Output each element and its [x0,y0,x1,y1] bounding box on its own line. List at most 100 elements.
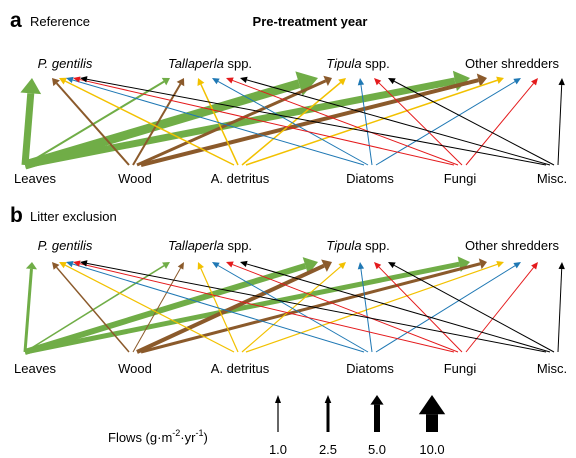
legend-title-part: Flows (g·m [108,430,172,445]
flow-arrow [378,82,463,166]
arrow-head [374,78,382,86]
arrow-head [73,260,81,267]
legend-superscript: -1 [195,428,203,438]
arrow-head [338,78,346,86]
panel-letter: b [10,204,23,227]
flow-arrow [393,80,555,166]
flow-arrow [24,261,460,355]
source-label: Fungi [444,171,477,186]
consumer-label: Tipula spp. [326,238,389,253]
source-label: Fungi [444,361,477,376]
arrow-head [321,259,332,272]
panel-title: Pre-treatment year [253,14,368,29]
flow-arrow [136,263,325,354]
arrow-head [52,262,60,270]
arrow-head [212,78,220,85]
flow-arrow [557,84,563,166]
arrow-head [323,75,332,86]
consumer-suffix: spp. [224,238,252,253]
flow-arrow [200,268,239,353]
arrow-head [197,262,204,270]
consumer-label: P. gentilis [38,56,93,71]
consumer-genus: Tallaperla [168,238,224,253]
consumer-suffix: spp. [362,238,390,253]
arrow-head [20,78,42,95]
legend-value: 1.0 [269,442,287,457]
legend-title-part: ·yr [180,430,196,445]
flow-arrow [246,79,551,166]
source-label: Wood [118,361,152,376]
panel-letter: a [10,9,22,32]
flow-arrow [21,93,35,166]
arrow-head [496,261,504,268]
flow-arrow [79,263,455,353]
flow-arrow [23,79,301,170]
arrow-head [226,261,234,268]
legend-arrow-head [324,395,332,403]
source-label: A. detritus [211,361,270,376]
flow-arrow [241,81,342,166]
legend-value: 10.0 [419,442,444,457]
arrow-head [374,262,382,270]
arrow-head [80,76,88,83]
arrow-head [59,77,67,85]
flow-arrow [200,84,239,166]
consumer-genus: P. gentilis [38,238,93,253]
arrow-head [476,73,487,87]
flow-arrow [378,266,463,353]
flow-arrow [72,79,365,166]
flow-arrow [55,82,130,166]
flow-arrow [24,77,456,169]
arrow-head [338,262,346,270]
consumer-genus: Tipula [326,238,361,253]
panel-label: Litter exclusion [30,209,117,224]
legend-arrow-head [418,395,446,415]
consumer-suffix: Other shredders [465,238,559,253]
arrow-head [66,260,74,268]
flow-arrow [64,80,235,166]
flow-arrow [23,268,33,353]
consumer-genus: Tipula [326,56,361,71]
flow-arrow [79,79,455,166]
legend-arrow-head [370,395,384,405]
arrow-head [240,260,248,268]
arrow-head [73,76,81,83]
flow-arrow [132,83,182,166]
arrow-head [558,262,565,270]
arrow-head [388,262,396,269]
arrow-head [513,262,521,269]
legend-value: 5.0 [368,442,386,457]
flow-arrow [24,80,165,166]
consumer-label: Tallaperla spp. [168,56,252,71]
source-label: Misc. [537,171,567,186]
flow-arrow [136,79,327,167]
flow-arrow [86,262,547,353]
consumer-suffix: spp. [224,56,252,71]
flow-arrow [86,78,547,166]
flow-arrow [232,264,459,353]
source-label: Leaves [14,361,56,376]
arrow-head [25,262,38,270]
flow-arrow [360,268,373,353]
flow-arrow [132,267,181,353]
consumer-label: Other shredders [465,238,559,253]
arrow-head [388,78,396,85]
source-label: Diatoms [346,361,394,376]
arrow-head [295,71,318,96]
consumer-label: Tallaperla spp. [168,238,252,253]
consumer-label: P. gentilis [38,238,93,253]
flow-arrow [232,79,459,166]
source-label: A. detritus [211,171,270,186]
arrow-head [212,262,220,269]
arrow-head [531,78,538,86]
arrow-head [197,78,205,86]
source-label: Diatoms [346,171,394,186]
consumer-genus: Tallaperla [168,56,224,71]
arrow-head [52,78,60,87]
consumer-label: Tipula spp. [326,56,389,71]
consumer-suffix: spp. [362,56,390,71]
source-label: Leaves [14,171,56,186]
arrow-head [513,78,521,85]
legend-title-part: ) [203,430,207,445]
